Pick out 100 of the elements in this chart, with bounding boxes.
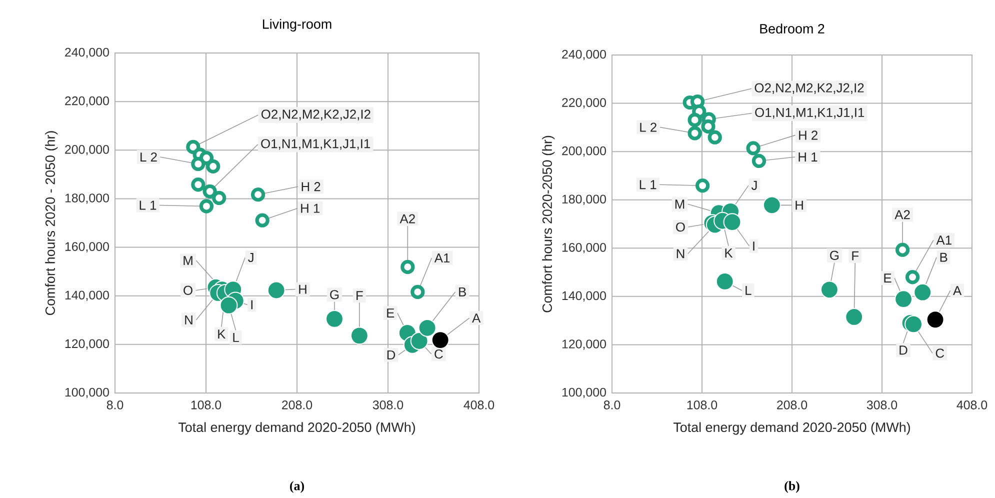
annotation: I [753,242,754,251]
y-tick-label: 100,000 [562,388,606,398]
annotation: H [796,200,803,210]
point [400,260,415,274]
y-tick-label: 220,000 [562,98,606,108]
x-tick-label: 8.0 [106,400,124,410]
point [845,308,864,326]
annotation: N [676,249,684,258]
x-tick-label: 208.0 [282,400,312,410]
annotation: H [299,284,306,294]
point [206,159,220,174]
y-tick-label: 100,000 [65,388,109,398]
annotation: A1 [936,236,952,245]
point [202,184,217,198]
y-tick-label: 160,000 [65,242,109,252]
x-tick-label: 208.0 [777,400,808,410]
annotation: O1,N1,M1,K1,J1,I1 [261,139,370,150]
annotation: K [218,330,226,339]
annotation: G [830,250,839,260]
annotation: M [675,200,684,209]
annotation: O1,N1,M1,K1,J1,I1 [755,108,864,119]
annotation: M [184,256,192,265]
y-axis-title: Comfort hours 2020-2050 (hr) [542,136,555,312]
point [905,270,920,284]
y-tick-label: 120,000 [562,340,606,350]
y-tick-label: 240,000 [562,50,606,60]
point [688,126,702,140]
annotation: B [940,252,948,262]
annotation: G [330,290,339,300]
point [723,213,742,232]
y-tick-label: 180,000 [65,194,109,204]
point [688,112,702,128]
x-tick-label: 408.0 [464,400,494,410]
point [746,141,760,156]
annotation: H 1 [798,152,818,162]
annotation: H 1 [301,204,320,213]
point [212,190,226,206]
y-tick-label: 240,000 [65,48,109,58]
y-tick-label: 140,000 [65,290,109,301]
point [199,199,214,214]
x-tick-label: 8.0 [604,400,620,410]
annotation: O2,N2,M2,K2,J2,I2 [754,83,864,94]
point [752,154,766,168]
annotation: A1 [434,254,450,262]
point [894,290,912,308]
x-tick-label: 308.0 [372,400,404,410]
y-tick-label: 200,000 [65,145,109,156]
point [410,284,425,300]
chart-title: Bedroom 2 [760,24,824,34]
annotation: F [852,251,859,260]
annotation: C [936,348,944,358]
text: (b) [784,481,800,493]
point [255,213,270,228]
annotation: B [459,287,466,296]
point [904,315,922,334]
annotation: L 1 [640,180,656,190]
annotation: L [233,333,239,342]
point [820,280,838,299]
annotation: L [746,286,752,295]
point [326,310,344,328]
y-tick-label: 200,000 [562,146,606,157]
annotation: L 2 [140,152,157,162]
point [431,331,450,350]
x-tick-label: 108.0 [191,400,222,410]
point [267,281,286,300]
y-tick-label: 220,000 [65,96,109,107]
y-tick-label: 180,000 [562,194,606,205]
annotation: N [185,315,192,324]
point [191,178,206,192]
annotation: H 2 [799,130,818,140]
annotation: A [953,286,962,296]
annotation: O [676,222,685,232]
annotation: A [472,314,481,323]
x-tick-label: 408.0 [956,400,988,410]
point [926,310,944,329]
y-tick-label: 160,000 [562,243,606,254]
point [695,178,710,193]
point [708,130,722,144]
x-tick-label: 108.0 [687,400,718,410]
annotation: I [251,300,252,310]
point [914,283,932,302]
annotation: O2,N2,M2,K2,J2,I2 [261,110,370,120]
annotation: L 1 [140,200,156,210]
x-axis-title: Total energy demand 2020-2050 (MWh) [673,422,910,435]
point [716,272,734,290]
point [220,296,238,314]
y-axis-title: Comfort hours 2020 - 2050 (hr) [45,131,58,316]
x-tick-label: 308.0 [866,400,898,410]
point [701,119,716,134]
annotation: F [356,291,363,300]
point [410,332,428,350]
annotation: L 2 [640,122,656,132]
annotation: K [725,248,733,258]
annotation: J [751,180,757,190]
x-axis-title: Total energy demand 2020-2050 (MWh) [178,422,415,435]
point [762,196,781,214]
y-tick-label: 140,000 [562,291,606,302]
chart-title: Living-room [262,18,332,32]
annotation: D [387,350,396,360]
annotation: A2 [894,210,910,220]
